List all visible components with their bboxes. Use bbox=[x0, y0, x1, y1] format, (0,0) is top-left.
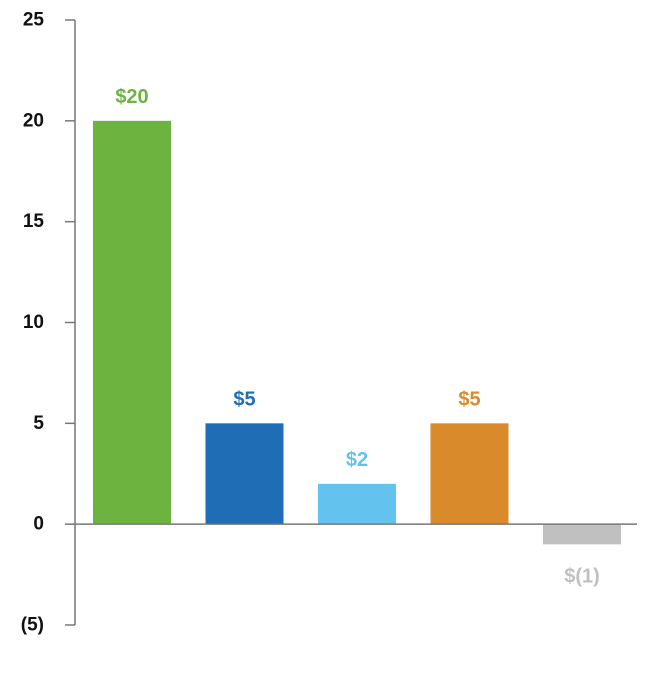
axis-layer: 25 20 15 10 5 0 (5) bbox=[21, 10, 76, 636]
bar bbox=[318, 483, 396, 525]
bar bbox=[543, 524, 621, 545]
y-tick-label: 25 bbox=[23, 10, 45, 31]
label-layer: $20 $5 $2 $5 $(1) bbox=[75, 86, 637, 587]
bar bbox=[93, 120, 171, 525]
y-tick-label: 5 bbox=[33, 413, 44, 434]
bar bbox=[430, 423, 509, 525]
data-label: $5 bbox=[233, 388, 255, 410]
bar-layer bbox=[93, 120, 621, 545]
data-label: $2 bbox=[346, 449, 368, 471]
y-tick-label: 0 bbox=[33, 514, 44, 535]
data-label: $20 bbox=[115, 86, 148, 108]
y-tick-label: 15 bbox=[23, 211, 45, 232]
data-label: $5 bbox=[458, 388, 480, 410]
bar bbox=[205, 423, 284, 525]
y-tick-label: 10 bbox=[23, 312, 44, 333]
y-tick-label: 20 bbox=[23, 110, 44, 131]
data-label: $(1) bbox=[564, 565, 600, 587]
y-tick-label: (5) bbox=[21, 615, 44, 636]
